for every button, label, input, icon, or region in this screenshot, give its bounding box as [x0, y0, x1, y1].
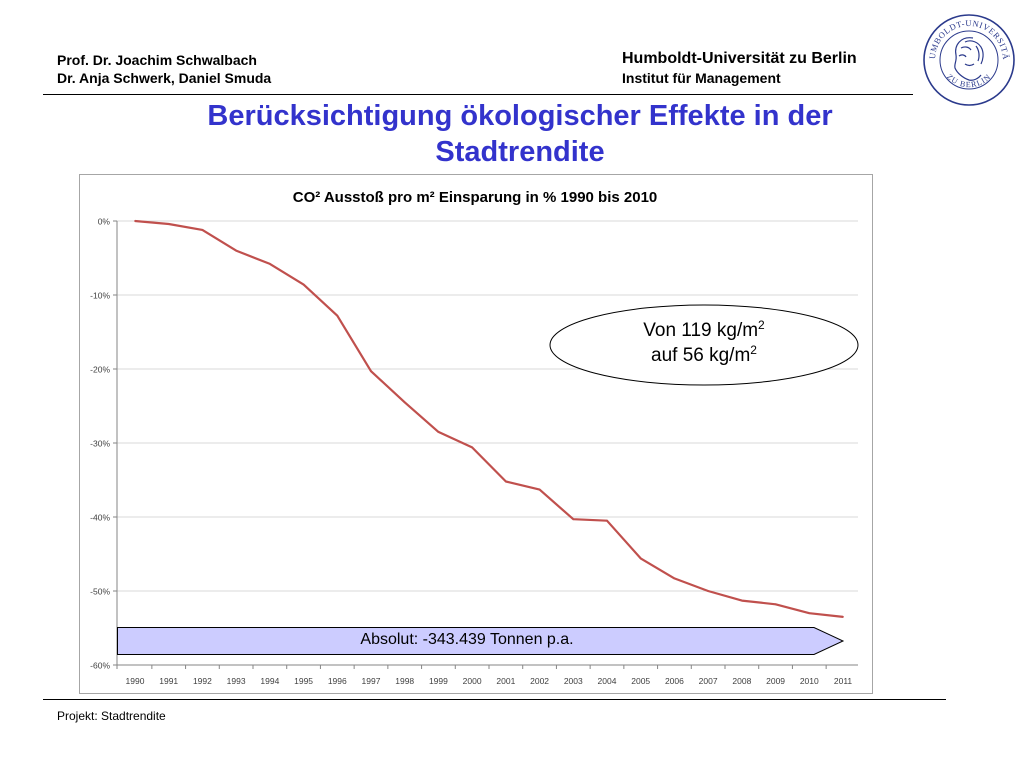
- data-point: [370, 370, 372, 373]
- x-tick-label: 1996: [328, 676, 347, 686]
- chart-title: CO² Ausstoß pro m² Einsparung in % 1990 …: [293, 189, 658, 206]
- chart-frame: [79, 174, 873, 694]
- data-point: [808, 612, 811, 615]
- chart-gridlines: [117, 220, 858, 592]
- arrow-label: Absolut: -343.439 Tonnen p.a.: [360, 631, 574, 648]
- data-point: [673, 577, 676, 580]
- data-point: [201, 228, 204, 231]
- data-point: [167, 223, 170, 225]
- x-tick-label: 1999: [429, 676, 448, 686]
- university-seal-logo: HUMBOLDT-UNIVERSITÄT ZU BERLIN: [921, 12, 1015, 106]
- emission-ellipse-callout: Von 119 kg/m2 auf 56 kg/m2: [549, 304, 859, 386]
- data-point: [774, 603, 777, 606]
- x-tick-label: 2004: [598, 676, 617, 686]
- chart-axes: 0% -10% -20% -30% -40% -50% -60% 1990 1991 1992 19…: [90, 217, 858, 686]
- footer-project: Projekt: Stadtrendite: [57, 709, 166, 723]
- x-tick-label: 2002: [530, 676, 549, 686]
- x-tick-label: 1998: [395, 676, 414, 686]
- ellipse-line-1: Von 119 kg/m2: [643, 318, 765, 341]
- data-point: [268, 263, 271, 265]
- x-tick-label: 1997: [362, 676, 381, 686]
- data-point: [606, 519, 608, 522]
- x-tick-label: 2011: [834, 676, 853, 686]
- x-tick-label: 2009: [766, 676, 785, 686]
- y-tick-label: -50%: [90, 587, 110, 597]
- x-tick-label: 1991: [159, 676, 178, 686]
- authors-block: Prof. Dr. Joachim Schwalbach Dr. Anja Sc…: [57, 51, 271, 87]
- ellipse-line-2: auf 56 kg/m2: [651, 343, 757, 366]
- x-tick-label: 1990: [126, 676, 145, 686]
- x-tick-label: 1995: [294, 676, 313, 686]
- x-tick-label: 2010: [800, 676, 819, 686]
- header-divider: [43, 94, 913, 95]
- absolute-savings-arrow: Absolut: -343.439 Tonnen p.a.: [117, 626, 845, 656]
- data-point: [740, 599, 743, 602]
- slide-title: Berücksichtigung ökologischer Effekte in…: [90, 98, 950, 170]
- y-tick-label: -30%: [90, 439, 110, 449]
- data-point: [707, 590, 710, 592]
- data-point: [471, 446, 474, 449]
- slide-title-line-1: Berücksichtigung ökologischer Effekte in…: [207, 100, 833, 132]
- x-tick-label: 2001: [496, 676, 515, 686]
- data-point: [235, 249, 238, 252]
- y-tick-label: -20%: [90, 365, 110, 375]
- y-tick-label: -60%: [90, 661, 110, 671]
- data-point: [437, 431, 440, 433]
- data-point: [336, 314, 339, 317]
- data-point: [403, 401, 406, 404]
- arrow-shape: [117, 627, 845, 655]
- institute-name: Institut für Management: [622, 70, 781, 86]
- data-point: [134, 220, 136, 222]
- x-tick-label: 2003: [564, 676, 583, 686]
- data-point: [504, 480, 507, 483]
- authors-line-1: Prof. Dr. Joachim Schwalbach: [57, 52, 257, 68]
- slide-title-line-2: Stadtrendite: [435, 136, 605, 168]
- y-tick-label: 0%: [98, 217, 111, 227]
- data-point: [538, 488, 541, 491]
- data-point: [302, 283, 305, 286]
- ellipse-shape: [549, 304, 859, 386]
- data-point: [842, 616, 844, 618]
- x-tick-label: 2006: [665, 676, 684, 686]
- data-point: [639, 557, 642, 560]
- y-tick-label: -40%: [90, 513, 110, 523]
- x-tick-label: 1993: [227, 676, 246, 686]
- university-name: Humboldt-Universität zu Berlin: [622, 50, 857, 67]
- data-point: [572, 518, 575, 521]
- y-tick-label: -10%: [90, 291, 110, 301]
- x-tick-label: 2008: [732, 676, 751, 686]
- x-tick-label: 1992: [193, 676, 212, 686]
- series-line: [134, 219, 844, 618]
- x-tick-label: 2005: [631, 676, 650, 686]
- x-tick-label: 2000: [463, 676, 482, 686]
- authors-line-2: Dr. Anja Schwerk, Daniel Smuda: [57, 70, 272, 86]
- x-tick-label: 2007: [699, 676, 718, 686]
- footer-divider: [43, 699, 946, 700]
- x-tick-label: 1994: [260, 676, 279, 686]
- chart-series: [134, 219, 844, 618]
- institution-block: Humboldt-Universität zu Berlin Institut …: [622, 48, 857, 87]
